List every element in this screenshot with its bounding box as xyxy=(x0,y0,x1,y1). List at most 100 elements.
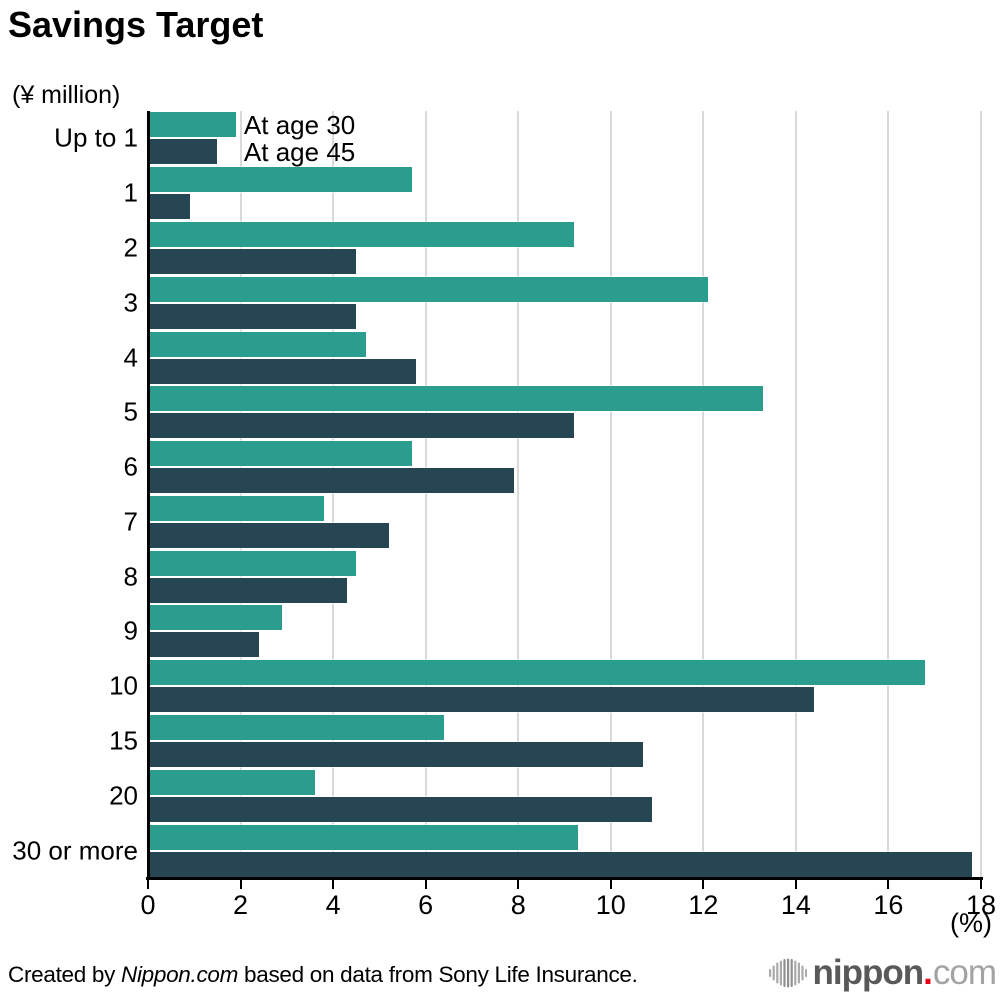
gridline xyxy=(794,111,797,878)
category-label: Up to 1 xyxy=(54,122,138,153)
gridline xyxy=(517,111,520,878)
tick-mark xyxy=(239,880,242,889)
bar xyxy=(146,823,580,851)
gridline xyxy=(702,111,705,878)
category-label: 15 xyxy=(109,725,138,756)
bar xyxy=(147,275,709,303)
tick-mark xyxy=(980,880,982,889)
bar xyxy=(146,795,654,823)
bar-group: 2 xyxy=(124,220,981,276)
bar xyxy=(146,385,765,413)
bar xyxy=(147,850,973,878)
tick-label: 2 xyxy=(233,890,249,920)
bar xyxy=(146,740,645,768)
bar xyxy=(147,521,390,549)
y-axis-line xyxy=(146,111,150,880)
bar-group: 1 xyxy=(124,166,981,221)
bar-groups: Up to 1 1 2 3 4 5 6 7 8 9 10 15 20 30 or more xyxy=(12,111,981,878)
category-label: 5 xyxy=(123,396,138,427)
bar-group: 5 xyxy=(124,385,981,440)
legend: At age 30 At age 45 xyxy=(244,112,355,166)
category-label: 9 xyxy=(123,615,138,646)
bar xyxy=(146,549,358,577)
bar xyxy=(147,330,367,358)
bar xyxy=(147,166,413,194)
tick-mark xyxy=(147,880,149,889)
nippon-logo-icon xyxy=(768,958,807,988)
bar-group: 3 xyxy=(124,275,981,330)
bar-group: 20 xyxy=(109,768,981,823)
logo-text-bold: nippon xyxy=(812,953,925,992)
bar xyxy=(147,768,316,796)
footer: Created by Nippon.com based on data from… xyxy=(0,952,1000,1000)
bar xyxy=(146,138,219,166)
category-label: 2 xyxy=(123,232,138,263)
bar xyxy=(147,220,575,248)
bar xyxy=(146,659,927,687)
bar-group: 7 xyxy=(124,494,981,549)
bar xyxy=(146,357,418,385)
tick-label: 12 xyxy=(688,890,719,920)
x-axis-ticks: 0 2 4 6 8 10 12 14 16 18 xyxy=(140,878,996,938)
tick-label: 0 xyxy=(140,890,156,920)
gridline xyxy=(239,111,242,878)
nippon-logo: nippon. com xyxy=(767,952,997,994)
gridline xyxy=(887,111,890,878)
bar xyxy=(147,576,348,604)
tick-mark xyxy=(887,880,890,889)
category-label: 7 xyxy=(123,506,138,537)
tick-mark xyxy=(332,880,335,889)
bar xyxy=(146,247,358,275)
bar-group: 9 xyxy=(124,604,981,659)
x-axis-line xyxy=(146,876,983,880)
tick-label: 16 xyxy=(873,890,904,920)
x-axis-unit-label: (%) xyxy=(950,908,992,938)
bar xyxy=(146,604,284,632)
chart-title: Savings Target xyxy=(8,4,264,45)
tick-label: 8 xyxy=(510,890,526,920)
logo-text-light: com xyxy=(932,953,997,992)
gridline xyxy=(980,111,982,878)
bar xyxy=(147,467,515,495)
bar xyxy=(147,193,191,221)
tick-mark xyxy=(424,880,427,889)
category-label: 30 or more xyxy=(12,835,138,866)
y-axis-unit-label: (¥ million) xyxy=(12,81,121,109)
category-label: 6 xyxy=(123,451,138,482)
bar xyxy=(147,494,325,522)
category-label: 8 xyxy=(123,561,138,592)
bar-group: Up to 1 xyxy=(54,111,981,166)
credit-suffix: based on data from Sony Life Insurance. xyxy=(238,962,638,987)
plot-area: Up to 1 1 2 3 4 5 6 7 8 9 10 15 20 30 or more At age … xyxy=(12,111,996,920)
tick-mark xyxy=(702,880,705,889)
tick-label: 4 xyxy=(325,890,341,920)
credit-prefix: Created by xyxy=(8,962,122,987)
tick-label: 10 xyxy=(595,890,626,920)
tick-label: 18 xyxy=(965,890,997,920)
bar xyxy=(146,631,261,659)
bar-group: 10 xyxy=(109,659,981,714)
gridline xyxy=(424,111,427,878)
bar-group: 8 xyxy=(124,549,981,604)
tick-mark xyxy=(794,880,797,889)
gridline xyxy=(609,111,612,878)
bar-group: 4 xyxy=(124,330,981,385)
legend-label: At age 30 xyxy=(243,110,356,140)
category-label: 3 xyxy=(123,287,138,318)
category-label: 4 xyxy=(123,342,138,373)
bar xyxy=(147,111,237,139)
credit-source: Nippon.com xyxy=(121,962,239,987)
category-label: 1 xyxy=(123,177,138,208)
bar xyxy=(146,302,358,330)
legend-label: At age 45 xyxy=(243,137,356,167)
tick-mark xyxy=(609,880,612,889)
bar xyxy=(146,686,816,714)
bar-group: 15 xyxy=(109,713,981,769)
gridline xyxy=(332,111,335,878)
credit-text: Created by Nippon.com based on data from… xyxy=(8,962,638,988)
tick-label: 14 xyxy=(780,890,811,920)
bar-group: 6 xyxy=(124,440,981,495)
logo-dot: . xyxy=(923,953,933,992)
tick-label: 6 xyxy=(418,890,434,920)
